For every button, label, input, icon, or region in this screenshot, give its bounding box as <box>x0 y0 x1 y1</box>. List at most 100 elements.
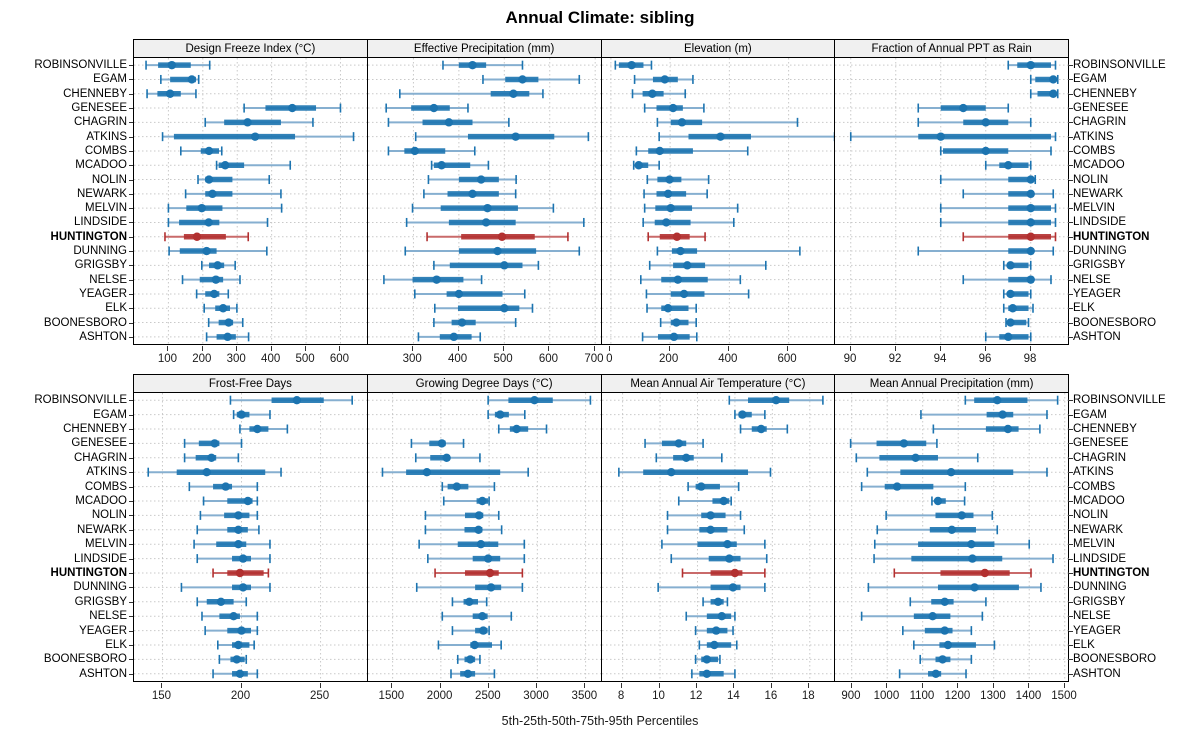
station-label-left-grigsby: GRIGSBY <box>74 259 127 272</box>
percentile-row-combs-mean-annual-precipitation-mm <box>861 482 967 492</box>
percentile-row-combs-frost-free-days <box>188 482 259 492</box>
percentile-row-chenneby-growing-degree-days-c <box>497 424 548 434</box>
station-label-left-chenneby: CHENNEBY <box>63 87 127 100</box>
x-tick-label: 400 <box>261 353 281 365</box>
y-tick-left <box>129 645 133 646</box>
x-tick-label: 18 <box>801 690 815 702</box>
percentile-row-nelse-design-freeze-index-c <box>181 275 241 285</box>
x-tick-label: 700 <box>584 353 604 365</box>
percentile-row-dunning-mean-annual-air-temperature-c <box>656 582 766 592</box>
y-tick-right <box>1069 122 1073 124</box>
station-label-left-newark: NEWARK <box>76 523 127 536</box>
station-label-right-elk: ELK <box>1073 302 1095 315</box>
x-tick <box>770 683 772 688</box>
percentile-row-genesee-effective-precipitation-mm <box>385 103 469 113</box>
panel-strip-title: Design Freeze Index (°C) <box>185 42 316 55</box>
x-tick <box>167 346 169 351</box>
x-tick-label: 600 <box>538 353 559 365</box>
panel-effective-precipitation-mm <box>366 57 602 345</box>
percentile-row-chenneby-fraction-of-annual-ppt-as-rain <box>1030 89 1059 99</box>
x-tick-label: 1400 <box>1015 690 1042 702</box>
panel-strip-title: Mean Annual Precipitation (mm) <box>869 377 1034 390</box>
x-tick <box>1063 683 1065 688</box>
y-tick-left <box>129 673 133 675</box>
y-tick-left <box>129 136 133 138</box>
station-label-right-ashton: ASHTON <box>1073 667 1121 680</box>
y-tick-left <box>129 558 133 560</box>
percentile-row-egam-growing-degree-days-c <box>487 410 526 420</box>
x-tick <box>305 346 307 351</box>
percentile-row-chagrin-fraction-of-annual-ppt-as-rain <box>917 117 1032 127</box>
percentile-row-boonesboro-design-freeze-index-c <box>207 318 244 328</box>
x-tick <box>536 683 538 688</box>
station-label-right-nolin: NOLIN <box>1073 509 1109 522</box>
percentile-row-genesee-growing-degree-days-c <box>410 438 465 448</box>
percentile-row-newark-growing-degree-days-c <box>424 525 503 535</box>
x-tick-label: 96 <box>978 353 992 365</box>
station-label-right-elk: ELK <box>1073 639 1095 651</box>
percentile-row-grigsby-fraction-of-annual-ppt-as-rain <box>1003 260 1032 270</box>
percentile-row-nolin-design-freeze-index-c <box>197 175 271 185</box>
station-label-left-ashton: ASHTON <box>79 667 127 680</box>
percentile-row-ashton-effective-precipitation-mm <box>417 332 481 342</box>
y-tick-right <box>1069 630 1073 632</box>
x-tick <box>850 346 851 351</box>
y-tick-left <box>129 630 133 632</box>
x-tick <box>668 346 670 351</box>
y-tick-left <box>129 208 133 210</box>
station-label-right-huntington: HUNTINGTON <box>1073 567 1150 579</box>
percentile-row-elk-elevation-m <box>645 303 697 313</box>
x-tick <box>787 346 789 351</box>
panel-fraction-of-annual-ppt-as-rain <box>834 57 1070 345</box>
percentile-row-genesee-frost-free-days <box>183 438 243 448</box>
panel-strip-title: Fraction of Annual PPT as Rain <box>871 42 1032 55</box>
station-label-right-ashton: ASHTON <box>1073 330 1121 343</box>
panel-strip-growing-degree-days-c: Growing Degree Days (°C) <box>366 374 602 393</box>
y-tick-right <box>1069 659 1073 661</box>
percentile-row-nolin-fraction-of-annual-ppt-as-rain <box>940 175 1037 185</box>
percentile-row-robinsonville-effective-precipitation-mm <box>441 60 524 70</box>
x-tick-label: 500 <box>295 353 315 365</box>
percentile-row-ashton-elevation-m <box>641 332 698 342</box>
station-label-right-combs: COMBS <box>1073 144 1116 157</box>
percentile-row-yeager-mean-annual-precipitation-mm <box>902 626 973 636</box>
x-tick <box>270 346 272 351</box>
percentile-row-dunning-elevation-m <box>656 246 801 256</box>
panel-strip-design-freeze-index-c: Design Freeze Index (°C) <box>133 39 368 58</box>
percentile-row-boonesboro-fraction-of-annual-ppt-as-rain <box>1005 318 1030 328</box>
x-tick <box>1028 683 1030 688</box>
y-tick-right <box>1069 179 1073 181</box>
percentile-row-ashton-frost-free-days <box>212 669 259 679</box>
percentile-row-boonesboro-elevation-m <box>659 318 697 328</box>
station-label-left-mcadoo: MCADOO <box>75 159 127 172</box>
x-tick-label: 92 <box>888 353 902 365</box>
x-tick-label: 200 <box>192 353 212 365</box>
station-label-left-genesee: GENESEE <box>71 437 127 450</box>
y-tick-right <box>1069 251 1073 253</box>
station-label-right-yeager: YEAGER <box>1073 287 1121 300</box>
station-label-left-mcadoo: MCADOO <box>75 495 127 507</box>
x-tick-label: 1300 <box>980 690 1006 702</box>
x-tick <box>412 346 414 351</box>
percentile-row-huntington-effective-precipitation-mm <box>426 232 569 242</box>
x-tick <box>161 683 163 688</box>
station-label-left-elk: ELK <box>105 639 127 651</box>
percentile-row-chenneby-effective-precipitation-mm <box>398 89 544 99</box>
station-label-right-huntington: HUNTINGTON <box>1073 230 1150 243</box>
station-label-left-robinsonville: ROBINSONVILLE <box>34 59 127 72</box>
x-tick <box>240 683 242 688</box>
page-title: Annual Climate: sibling <box>505 8 695 27</box>
percentile-row-egam-effective-precipitation-mm <box>481 74 580 84</box>
x-axis-mean-annual-air-temperature-c: 8 10 12 14 16 18 <box>601 683 836 707</box>
station-label-right-grigsby: GRIGSBY <box>1073 259 1126 272</box>
station-label-left-genesee: GENESEE <box>71 102 127 115</box>
y-tick-right <box>1069 336 1073 338</box>
percentile-row-elk-mean-annual-precipitation-mm <box>913 640 996 650</box>
station-label-right-combs: COMBS <box>1073 480 1116 493</box>
x-tick-label: 600 <box>329 353 350 365</box>
station-label-left-yeager: YEAGER <box>79 624 127 637</box>
percentile-row-mcadoo-elevation-m <box>632 160 660 170</box>
y-tick-right <box>1069 558 1073 560</box>
x-tick <box>886 683 888 688</box>
y-tick-right <box>1069 400 1073 402</box>
